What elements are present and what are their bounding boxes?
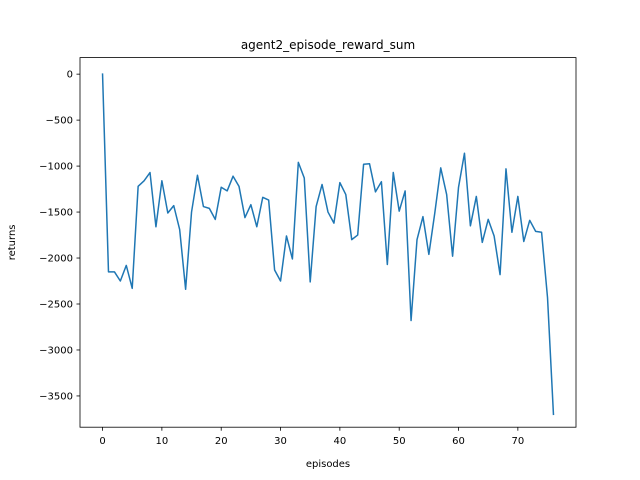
y-tick-label: −1000 [39,162,73,173]
x-tick-label: 20 [215,436,228,447]
x-tick-label: 50 [393,436,406,447]
x-tick-label: 0 [99,436,105,447]
y-axis-label: returns [7,225,18,261]
x-axis: 0 10 20 30 40 50 60 70 [99,427,524,447]
y-tick-label: −2500 [39,300,73,311]
x-axis-label: episodes [306,459,350,470]
y-tick-label: −3000 [39,345,73,356]
x-tick-label: 30 [274,436,287,447]
plot-area-frame [79,57,577,428]
y-tick-label: −3500 [39,391,73,402]
x-tick-label: 40 [333,436,346,447]
x-tick-label: 60 [452,436,465,447]
y-tick-label: −1500 [39,208,73,219]
series-layer [101,73,555,416]
chart-title: agent2_episode_reward_sum [241,38,415,52]
y-tick-label: 0 [67,70,73,81]
series-line [101,73,555,416]
y-tick-label: −500 [46,116,73,127]
y-axis: 0 −500 −1000 −1500 −2000 −2500 −3000 −3500 [39,70,80,402]
y-tick-label: −2000 [39,254,73,265]
x-tick-label: 10 [156,436,169,447]
x-tick-label: 70 [511,436,524,447]
